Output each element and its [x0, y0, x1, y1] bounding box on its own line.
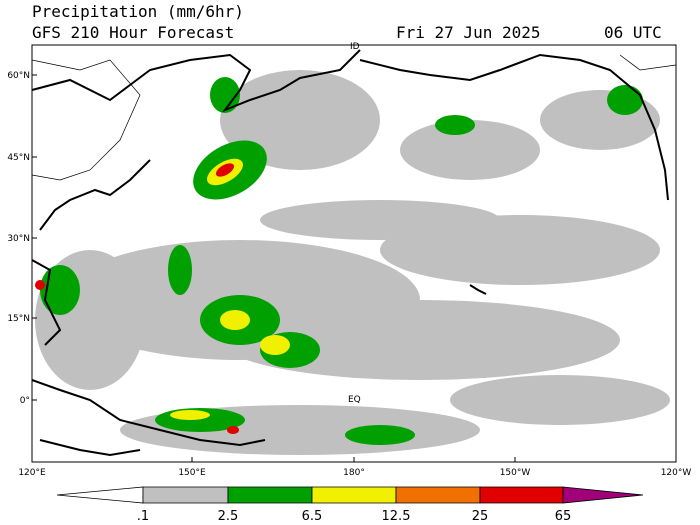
legend-swatch	[227, 486, 313, 504]
lon-labels: 120°E 150°E 180° 150°W 120°W	[18, 457, 691, 478]
legend-label: 6.5	[302, 509, 323, 524]
precip-intense	[35, 163, 239, 434]
lat-labels: 60°N 45°N 30°N 15°N 0°	[7, 71, 37, 406]
lat-label: 45°N	[7, 153, 30, 163]
lon-label: 120°E	[18, 468, 46, 478]
lat-label: 0°	[20, 396, 30, 406]
legend-label: 25	[472, 509, 489, 524]
legend-swatch	[56, 486, 144, 504]
lat-label: 60°N	[7, 71, 30, 81]
lon-label: 120°W	[661, 468, 692, 478]
lon-label: 150°E	[178, 468, 206, 478]
legend-label: 65	[555, 509, 572, 524]
title: Precipitation (mm/6hr)	[32, 2, 244, 21]
map: 60°N45°N30°N15°N0° 120°E 150°E 180° 150°W 12…	[7, 42, 691, 478]
lat-label: 30°N	[7, 234, 30, 244]
subtitle: GFS 210 Hour Forecast	[32, 23, 234, 42]
coastlines	[31, 49, 677, 457]
legend-label: 12.5	[382, 509, 411, 524]
legend-swatch	[395, 486, 481, 504]
legend-swatch	[562, 486, 644, 504]
date: Fri 27 Jun 2025	[396, 23, 541, 42]
legend: .1 2.5 6.5 12.5 25 65	[56, 486, 644, 524]
lon-label: 150°W	[500, 468, 531, 478]
legend-swatch	[142, 486, 229, 504]
place-label: EQ	[348, 395, 361, 405]
time: 06 UTC	[604, 23, 662, 42]
place-label: ID	[350, 42, 360, 52]
legend-label: .1	[137, 509, 149, 524]
lon-label: 180°	[343, 468, 365, 478]
legend-label: 2.5	[218, 509, 239, 524]
legend-swatch	[311, 486, 397, 504]
lat-label: 15°N	[7, 314, 30, 324]
legend-swatch	[479, 486, 564, 504]
